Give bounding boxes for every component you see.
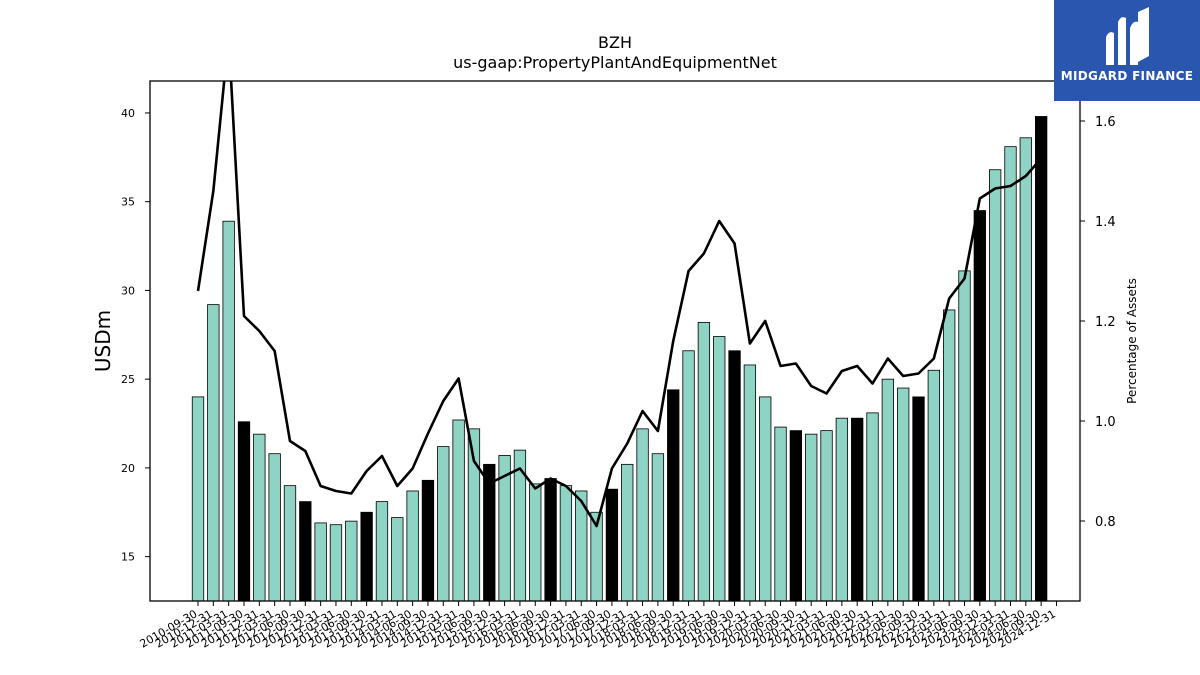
bar <box>268 453 281 602</box>
y-tick-label: 20 <box>121 462 135 475</box>
bar <box>866 412 879 602</box>
bar <box>1019 137 1032 602</box>
line-series <box>196 81 1043 528</box>
bar <box>237 421 251 602</box>
y-axis-left: 15 20 25 30 35 40 <box>121 107 150 564</box>
bar <box>375 501 389 602</box>
bar <box>881 378 894 602</box>
bar <box>958 270 971 602</box>
bar <box>1035 116 1048 602</box>
bar <box>897 387 910 602</box>
y-tick-label: 15 <box>121 551 135 564</box>
bar <box>805 433 818 602</box>
y2-axis-label: Percentage of Assets <box>1125 278 1139 404</box>
bar <box>314 522 327 602</box>
bar <box>728 350 741 602</box>
y2-tick-label: 1.2 <box>1095 315 1116 330</box>
bar <box>835 417 849 602</box>
logo-text: MIDGARD FINANCE <box>1060 69 1194 83</box>
bar <box>345 520 358 602</box>
bar-series <box>191 116 1048 602</box>
bar <box>682 350 695 602</box>
brand-logo: MIDGARD FINANCE <box>1054 0 1200 101</box>
bar <box>973 210 986 602</box>
plot-frame <box>149 80 1081 602</box>
bar <box>283 485 297 602</box>
chart-title: BZH <box>598 33 632 52</box>
bar <box>299 501 312 602</box>
bar <box>529 483 542 602</box>
y2-tick-label: 0.8 <box>1095 515 1116 530</box>
y-tick-label: 25 <box>121 373 135 386</box>
bar <box>651 453 665 602</box>
bar <box>743 364 757 602</box>
bar <box>222 220 235 602</box>
bar <box>452 419 465 602</box>
percentage-line <box>196 81 1043 528</box>
bar <box>191 396 205 602</box>
bar <box>360 511 373 602</box>
y-tick-label: 40 <box>121 107 135 120</box>
bar <box>621 463 634 602</box>
bar <box>774 426 787 602</box>
bar <box>989 169 1002 602</box>
bar <box>406 490 419 602</box>
bar <box>636 428 649 602</box>
bar <box>759 396 772 602</box>
bar <box>207 304 220 602</box>
bar <box>851 417 864 602</box>
bar <box>253 433 266 602</box>
y2-tick-label: 1.4 <box>1095 215 1116 230</box>
y-axis-right: 0.8 1.0 1.2 1.4 1.6 <box>1080 115 1116 530</box>
y-tick-label: 35 <box>121 196 135 209</box>
y2-tick-label: 1.6 <box>1095 115 1116 130</box>
y2-tick-label: 1.0 <box>1095 415 1116 430</box>
x-axis: 2010-09-302010-12-312011-03-312011-09-30… <box>138 601 1058 651</box>
y-axis-label: USDm <box>91 310 115 372</box>
bar <box>391 517 404 602</box>
y-tick-label: 30 <box>121 284 135 297</box>
bar <box>820 430 833 602</box>
bar <box>927 369 940 602</box>
bar <box>559 485 573 602</box>
bar <box>1004 146 1017 602</box>
bar <box>697 321 711 602</box>
bar <box>605 488 619 602</box>
bar <box>329 524 343 602</box>
chart-subtitle: us-gaap:PropertyPlantAndEquipmentNet <box>453 53 777 72</box>
bar <box>437 446 450 602</box>
bar <box>667 389 680 602</box>
bar <box>943 309 956 602</box>
bar <box>789 430 803 602</box>
bar <box>713 336 726 602</box>
bar <box>544 478 557 602</box>
bar <box>912 396 925 602</box>
bar <box>483 463 496 602</box>
logo-mark-icon <box>1106 7 1149 66</box>
bar <box>421 479 435 602</box>
